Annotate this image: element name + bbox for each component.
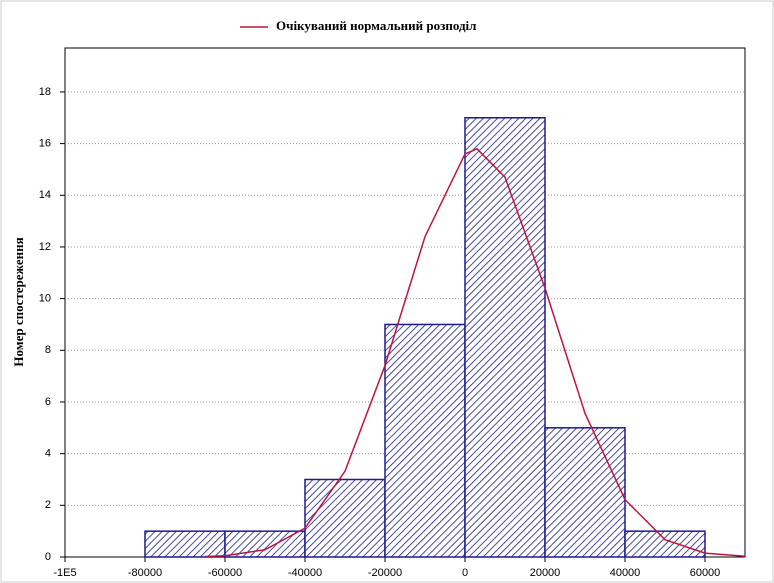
x-tick-label: -1E5 xyxy=(53,567,76,579)
x-tick-label: 0 xyxy=(462,567,468,579)
y-tick-label: 12 xyxy=(39,241,51,253)
y-tick-label: 2 xyxy=(45,499,51,511)
legend-label: Очікуваний нормальний розподіл xyxy=(276,18,476,33)
x-tick-label: -40000 xyxy=(288,567,322,579)
y-tick-label: 16 xyxy=(39,138,51,150)
x-tick-label: -80000 xyxy=(128,567,162,579)
y-tick-label: 8 xyxy=(45,344,51,356)
x-tick-label: 20000 xyxy=(530,567,561,579)
bar xyxy=(304,478,386,558)
y-tick-label: 6 xyxy=(45,396,51,408)
bar xyxy=(144,530,226,558)
y-tick-label: 10 xyxy=(39,293,51,305)
y-tick-label: 18 xyxy=(39,86,51,98)
normal-curve xyxy=(204,147,746,558)
bar xyxy=(464,117,546,558)
bar xyxy=(624,530,706,558)
bar xyxy=(544,427,626,558)
y-axis-label: Номер спостереження xyxy=(11,237,26,366)
x-tick-label: -20000 xyxy=(368,567,402,579)
y-tick-label: 4 xyxy=(45,448,51,460)
x-tick-label: 40000 xyxy=(610,567,641,579)
x-tick-label: 60000 xyxy=(690,567,721,579)
y-tick-label: 0 xyxy=(45,551,51,563)
bar xyxy=(384,323,466,558)
y-tick-label: 14 xyxy=(39,189,51,201)
x-tick-label: -60000 xyxy=(208,567,242,579)
